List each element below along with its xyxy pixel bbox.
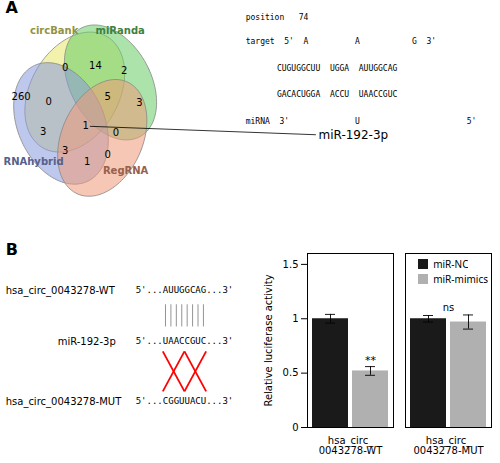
svg-text:position 74: position 74 <box>246 13 309 22</box>
svg-text:miR-192-3p: miR-192-3p <box>58 336 116 347</box>
svg-text:1: 1 <box>84 156 90 167</box>
svg-text:G 3': G 3' <box>412 37 436 46</box>
svg-text:3: 3 <box>62 145 68 156</box>
svg-text:5'...CGGUUACU...3': 5'...CGGUUACU...3' <box>136 396 234 406</box>
svg-text:miRNA 3': miRNA 3' <box>246 117 289 126</box>
svg-text:Relative luciferase activity: Relative luciferase activity <box>263 274 274 406</box>
svg-text:260: 260 <box>12 91 31 102</box>
svg-text:target 5' A: target 5' A <box>246 37 309 46</box>
svg-text:U: U <box>355 117 360 126</box>
svg-text:A: A <box>6 0 19 17</box>
html-text:miR-NC: miR-NC <box>433 257 469 271</box>
svg-text:RegRNA: RegRNA <box>103 165 149 176</box>
svg-text:ns: ns <box>443 302 455 313</box>
svg-text:hsa_circ_0043278-MUT: hsa_circ_0043278-MUT <box>413 435 484 456</box>
svg-text:0: 0 <box>113 127 119 138</box>
svg-text:circBank: circBank <box>30 25 79 36</box>
svg-text:5': 5' <box>467 117 477 126</box>
svg-text:miRanda: miRanda <box>95 25 144 36</box>
svg-text:**: ** <box>365 354 377 367</box>
svg-text:RNAhybrid: RNAhybrid <box>3 156 63 167</box>
svg-text:0: 0 <box>45 96 51 107</box>
svg-text:CUGUGGCUU UGGA AUUGGCAG: CUGUGGCUU UGGA AUUGGCAG <box>277 64 398 73</box>
html-text:miR-mimics: miR-mimics <box>433 272 488 286</box>
svg-text:14: 14 <box>89 60 102 71</box>
svg-text:5'...UAACCGUC...3': 5'...UAACCGUC...3' <box>136 336 234 346</box>
svg-text:0: 0 <box>105 149 111 160</box>
svg-text:0.5: 0.5 <box>283 367 299 378</box>
svg-text:hsa_circ_0043278-WT: hsa_circ_0043278-WT <box>319 435 384 456</box>
svg-text:GACACUGGA ACCU UAACCGUC: GACACUGGA ACCU UAACCGUC <box>277 90 398 99</box>
svg-text:1.5: 1.5 <box>283 259 299 270</box>
svg-text:1: 1 <box>292 313 298 324</box>
svg-text:miR-192-3p: miR-192-3p <box>319 128 389 142</box>
svg-text:A: A <box>355 37 360 46</box>
svg-text:3: 3 <box>40 126 46 137</box>
svg-text:0: 0 <box>292 422 298 433</box>
svg-text:hsa_circ_0043278-MUT: hsa_circ_0043278-MUT <box>6 396 122 408</box>
svg-text:3: 3 <box>136 97 142 108</box>
svg-text:5'...AUUGGCAG...3': 5'...AUUGGCAG...3' <box>136 285 234 295</box>
svg-text:B: B <box>6 241 18 259</box>
svg-text:0: 0 <box>62 62 68 73</box>
svg-text:hsa_circ_0043278-WT: hsa_circ_0043278-WT <box>6 285 116 297</box>
svg-text:2: 2 <box>121 65 127 76</box>
svg-text:5: 5 <box>105 91 111 102</box>
svg-text:1: 1 <box>83 120 89 131</box>
